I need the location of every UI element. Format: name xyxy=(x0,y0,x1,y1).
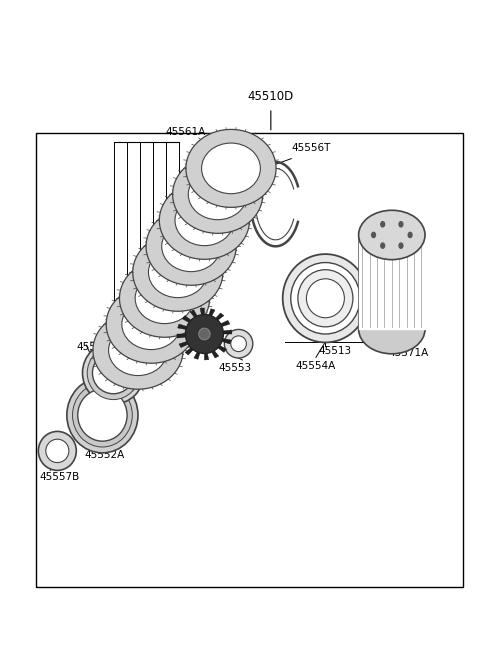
Ellipse shape xyxy=(133,233,223,311)
Polygon shape xyxy=(200,308,204,315)
Ellipse shape xyxy=(306,279,344,318)
Polygon shape xyxy=(190,310,197,318)
Ellipse shape xyxy=(87,346,139,400)
Ellipse shape xyxy=(199,328,210,340)
Ellipse shape xyxy=(224,329,253,358)
Text: 45557B: 45557B xyxy=(40,472,80,481)
Polygon shape xyxy=(204,353,209,360)
Ellipse shape xyxy=(185,314,223,354)
Ellipse shape xyxy=(186,130,276,208)
Ellipse shape xyxy=(38,432,76,470)
Polygon shape xyxy=(194,352,200,359)
Ellipse shape xyxy=(298,270,353,327)
Ellipse shape xyxy=(67,377,138,453)
Ellipse shape xyxy=(106,286,196,364)
Polygon shape xyxy=(359,235,425,329)
Ellipse shape xyxy=(78,389,127,441)
Ellipse shape xyxy=(173,155,263,233)
Text: 45581C: 45581C xyxy=(170,284,210,294)
Ellipse shape xyxy=(359,305,425,354)
Text: 45553: 45553 xyxy=(219,364,252,373)
Text: 45556T: 45556T xyxy=(291,143,331,153)
Polygon shape xyxy=(209,309,215,316)
Ellipse shape xyxy=(175,195,234,246)
Ellipse shape xyxy=(159,181,250,259)
Polygon shape xyxy=(222,339,231,344)
Ellipse shape xyxy=(162,221,220,272)
Polygon shape xyxy=(179,341,188,348)
Polygon shape xyxy=(223,330,232,334)
Ellipse shape xyxy=(46,440,69,462)
Ellipse shape xyxy=(72,383,132,447)
Ellipse shape xyxy=(108,325,168,375)
Circle shape xyxy=(399,243,403,248)
Circle shape xyxy=(381,243,384,248)
Polygon shape xyxy=(221,320,230,327)
Text: 45575: 45575 xyxy=(76,342,109,352)
Polygon shape xyxy=(212,350,219,358)
Text: 45513: 45513 xyxy=(318,346,351,356)
Ellipse shape xyxy=(146,208,236,286)
Text: 45510D: 45510D xyxy=(248,90,294,103)
Text: 45552A: 45552A xyxy=(84,449,125,460)
Text: 45554A: 45554A xyxy=(296,362,336,371)
Ellipse shape xyxy=(148,247,207,297)
Ellipse shape xyxy=(93,311,183,389)
Ellipse shape xyxy=(283,254,368,343)
Polygon shape xyxy=(182,316,191,322)
Ellipse shape xyxy=(231,336,246,352)
Ellipse shape xyxy=(291,263,360,334)
Text: 45561A: 45561A xyxy=(165,127,205,137)
Ellipse shape xyxy=(188,169,247,219)
Circle shape xyxy=(408,233,412,238)
Polygon shape xyxy=(177,334,186,338)
Polygon shape xyxy=(185,348,193,355)
Polygon shape xyxy=(216,313,224,320)
Ellipse shape xyxy=(122,299,180,350)
Circle shape xyxy=(372,233,375,238)
Circle shape xyxy=(399,221,403,227)
Text: 45571A: 45571A xyxy=(388,348,429,358)
Polygon shape xyxy=(218,345,227,352)
Ellipse shape xyxy=(120,259,210,337)
Ellipse shape xyxy=(202,143,261,194)
Circle shape xyxy=(381,221,384,227)
Bar xyxy=(36,133,463,588)
Ellipse shape xyxy=(359,210,425,259)
Ellipse shape xyxy=(93,352,134,394)
Polygon shape xyxy=(178,324,187,329)
Ellipse shape xyxy=(135,273,194,324)
Ellipse shape xyxy=(83,342,144,404)
